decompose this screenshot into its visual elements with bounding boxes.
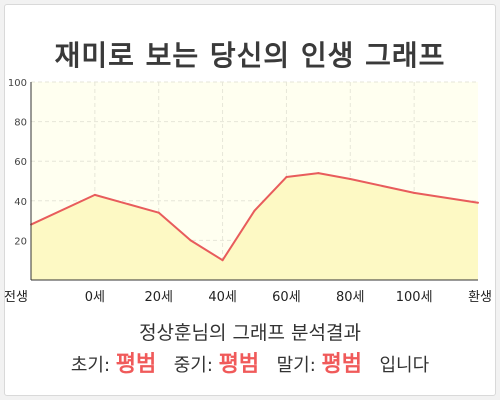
x-tick-label: 80세 bbox=[336, 290, 365, 305]
late-label: 말기: bbox=[276, 355, 316, 376]
data-point bbox=[189, 239, 192, 242]
page-title: 재미로 보는 당신의 인생 그래프 bbox=[54, 39, 446, 72]
data-point bbox=[317, 172, 320, 175]
data-point bbox=[413, 191, 416, 194]
data-point bbox=[349, 178, 352, 181]
analysis-result: 초기: 평범 중기: 평범 말기: 평범 입니다 bbox=[0, 346, 500, 378]
x-tick-label: 60세 bbox=[272, 290, 301, 305]
x-tick-label: 20세 bbox=[144, 290, 173, 305]
data-point bbox=[93, 193, 96, 196]
y-tick-label: 20 bbox=[14, 236, 27, 247]
data-point bbox=[253, 209, 256, 212]
early-label: 초기: bbox=[70, 355, 111, 376]
analysis-caption: 정상훈님의 그래프 분석결과 bbox=[139, 322, 361, 344]
late-value: 평범 bbox=[321, 352, 362, 377]
x-tick-label: 100세 bbox=[396, 290, 433, 305]
data-point bbox=[221, 259, 224, 262]
y-tick-label: 40 bbox=[14, 197, 27, 208]
result-suffix: 입니다 bbox=[379, 355, 430, 376]
x-tick-label: 환생 bbox=[468, 290, 492, 305]
data-point bbox=[477, 201, 479, 204]
early-value: 평범 bbox=[115, 352, 157, 377]
y-tick-label: 100 bbox=[8, 78, 27, 89]
data-point bbox=[285, 176, 288, 179]
y-tick-label: 60 bbox=[14, 157, 27, 168]
x-tick-label: 0세 bbox=[85, 290, 105, 305]
mid-value: 평범 bbox=[218, 352, 260, 377]
x-tick-label: 40세 bbox=[208, 290, 237, 305]
area-fill bbox=[31, 173, 478, 280]
life-graph-chart: 20 40 60 80 100 전생 0세 20세 40세 60세 80세 100세 환생 bbox=[4, 78, 492, 305]
mid-label: 중기: bbox=[173, 355, 213, 376]
x-tick-label: 전생 bbox=[4, 290, 28, 305]
data-point bbox=[157, 211, 160, 214]
y-tick-label: 80 bbox=[14, 118, 27, 129]
